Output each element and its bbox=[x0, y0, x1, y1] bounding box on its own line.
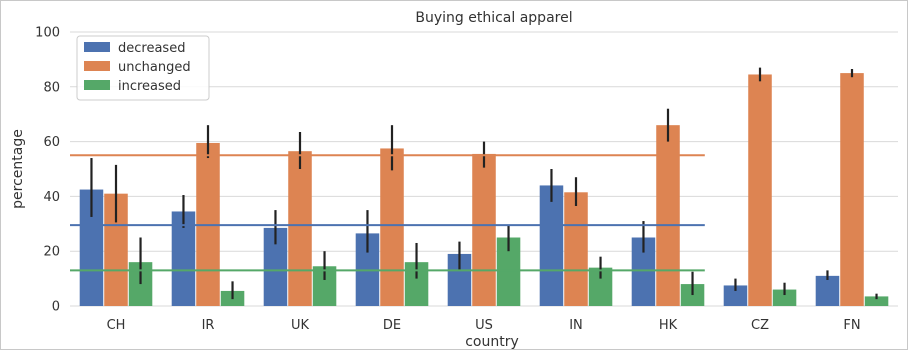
bar-unchanged-hk bbox=[656, 125, 680, 306]
bar-decreased-ch bbox=[79, 189, 104, 306]
x-tick-label-cz: CZ bbox=[751, 318, 769, 333]
bar-increased-cz bbox=[772, 289, 797, 306]
legend-label-decreased: decreased bbox=[118, 41, 185, 56]
x-tick-labels: CH IR UK DE US IN HK CZ FN bbox=[107, 318, 861, 333]
x-tick-label-de: DE bbox=[383, 318, 401, 333]
bar-increased-uk bbox=[312, 266, 337, 306]
y-axis-title: percentage bbox=[10, 129, 26, 209]
bar-unchanged-in bbox=[564, 192, 588, 306]
bar-unchanged-us bbox=[472, 153, 496, 306]
bars bbox=[79, 73, 889, 306]
legend-swatch-increased bbox=[84, 80, 110, 90]
chart-title: Buying ethical apparel bbox=[415, 10, 572, 26]
x-tick-label-fn: FN bbox=[843, 318, 860, 333]
x-tick-label-ch: CH bbox=[107, 318, 126, 333]
y-tick-labels: 0 20 40 60 80 100 bbox=[35, 26, 60, 315]
y-tick-label: 40 bbox=[43, 190, 60, 205]
bar-decreased-fn bbox=[815, 275, 840, 306]
legend-swatch-decreased bbox=[84, 42, 110, 52]
legend-label-increased: increased bbox=[118, 79, 181, 94]
bar-increased-us bbox=[496, 237, 521, 306]
bar-decreased-ir bbox=[171, 211, 196, 306]
y-tick-label: 60 bbox=[43, 135, 60, 150]
x-axis-title: country bbox=[465, 334, 519, 350]
x-tick-label-us: US bbox=[475, 318, 493, 333]
mean-lines bbox=[70, 154, 705, 272]
bar-decreased-cz bbox=[723, 285, 748, 306]
bar-unchanged-de bbox=[380, 148, 404, 306]
y-tick-label: 0 bbox=[52, 300, 60, 315]
bar-decreased-us bbox=[447, 253, 472, 306]
bar-increased-fn bbox=[864, 296, 889, 306]
bar-increased-ch bbox=[128, 262, 153, 306]
bar-decreased-hk bbox=[631, 237, 656, 306]
bar-unchanged-cz bbox=[748, 74, 772, 306]
bar-increased-de bbox=[404, 262, 429, 306]
x-tick-label-hk: HK bbox=[659, 318, 678, 333]
bar-decreased-uk bbox=[263, 227, 288, 306]
error-bars bbox=[90, 67, 878, 300]
x-tick-label-ir: IR bbox=[202, 318, 215, 333]
legend-label-unchanged: unchanged bbox=[118, 60, 191, 75]
bar-increased-in bbox=[588, 267, 613, 306]
y-tick-label: 80 bbox=[43, 80, 60, 95]
bar-unchanged-fn bbox=[840, 73, 864, 306]
bar-unchanged-uk bbox=[288, 151, 312, 306]
legend: decreased unchanged increased bbox=[76, 35, 210, 101]
y-tick-label: 20 bbox=[43, 245, 60, 260]
y-tick-label: 100 bbox=[35, 26, 60, 41]
bar-unchanged-ch bbox=[104, 193, 128, 306]
x-tick-label-in: IN bbox=[569, 318, 583, 333]
x-tick-label-uk: UK bbox=[291, 318, 310, 333]
legend-swatch-unchanged bbox=[84, 61, 110, 71]
bar-decreased-in bbox=[539, 185, 564, 306]
